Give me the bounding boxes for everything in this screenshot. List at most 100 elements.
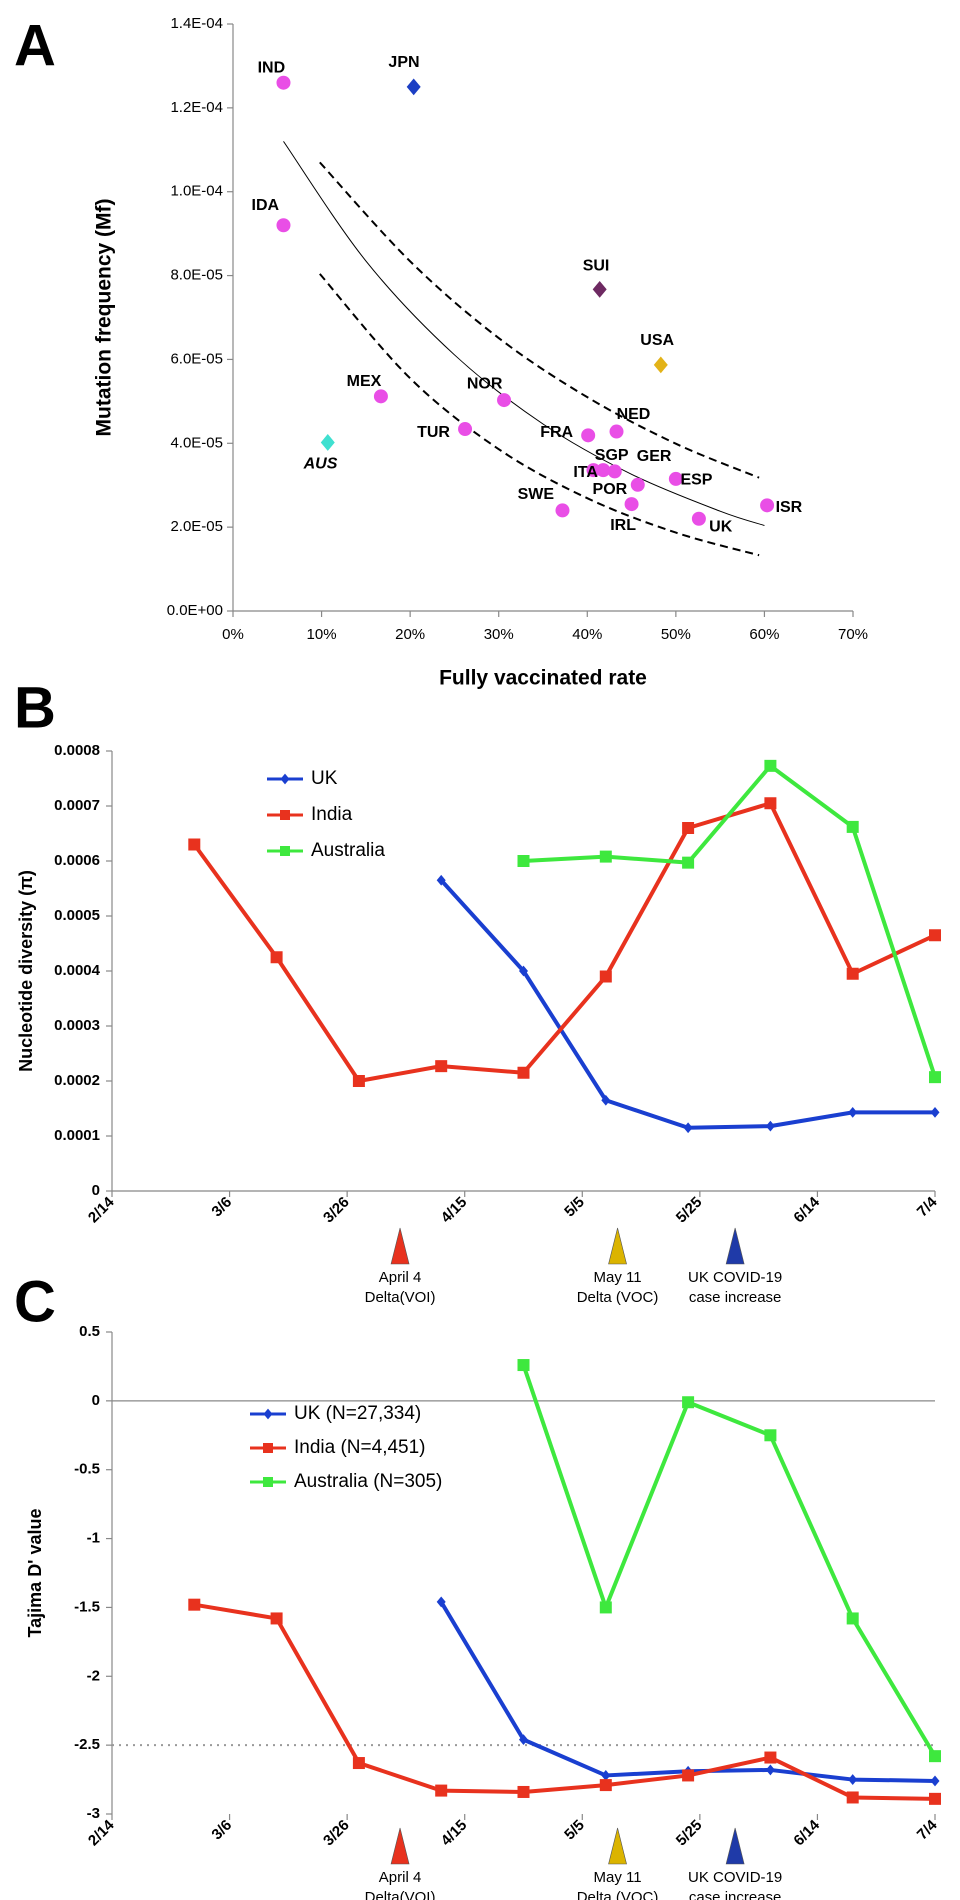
annotation-arrow [725, 1827, 745, 1865]
data-point [683, 1122, 693, 1134]
y-tick-label: 0.0E+00 [167, 602, 223, 619]
data-point [930, 1106, 940, 1118]
legend-marker [280, 773, 290, 785]
y-tick-label: 8.0E-05 [170, 267, 223, 284]
x-tick-label: 5/25 [673, 1817, 706, 1850]
data-point [624, 497, 639, 512]
data-point [517, 1785, 530, 1798]
x-tick-label: 60% [749, 626, 779, 643]
x-tick-label: 5/5 [561, 1194, 588, 1221]
data-point [436, 874, 446, 886]
y-tick-label: -2 [87, 1667, 100, 1684]
data-point [352, 1075, 365, 1087]
y-tick-label: 4.0E-05 [170, 434, 223, 451]
x-tick-label: 3/6 [208, 1817, 235, 1844]
legend-marker [280, 846, 290, 856]
point-label: ISR [776, 499, 803, 516]
data-point [691, 511, 706, 526]
y-tick-label: -3 [87, 1805, 100, 1822]
x-tick-label: 50% [661, 626, 691, 643]
y-tick-label: 1.4E-04 [170, 15, 223, 32]
x-tick-label: 10% [307, 626, 337, 643]
data-point [930, 1775, 940, 1787]
y-tick-label: -2.5 [74, 1736, 100, 1753]
data-point [653, 356, 668, 374]
x-tick-label: 20% [395, 626, 425, 643]
data-point [601, 1094, 611, 1106]
point-label: NOR [467, 376, 503, 393]
data-point [601, 1770, 611, 1781]
data-point [435, 1060, 448, 1073]
data-point [517, 1066, 530, 1079]
series-line [523, 763, 937, 1078]
y-tick-label: 0.0006 [54, 852, 100, 869]
data-point [607, 464, 622, 479]
legend-label: India [311, 804, 353, 825]
data-point [764, 1429, 777, 1442]
data-point [599, 1601, 612, 1614]
y-tick-label: 0.0004 [54, 962, 101, 979]
y-tick-label: -1 [87, 1530, 100, 1547]
y-tick-label: 0.0007 [54, 797, 100, 814]
x-tick-label: 3/26 [320, 1817, 353, 1850]
data-point [929, 1792, 941, 1805]
annotation-text: UK COVID-19 [688, 1269, 782, 1286]
x-tick-label: 70% [838, 626, 868, 643]
data-point [406, 78, 421, 96]
y-tick-label: 0.0002 [54, 1072, 100, 1089]
data-point [682, 856, 695, 869]
data-point [682, 1396, 695, 1409]
data-point [270, 951, 283, 964]
x-tick-label: 7/4 [914, 1193, 941, 1220]
annotation-arrow [390, 1227, 410, 1265]
x-tick-label: 40% [572, 626, 602, 643]
data-point [436, 1596, 446, 1608]
point-label: JPN [388, 54, 419, 71]
data-point [765, 1764, 775, 1776]
x-tick-label: 4/15 [438, 1817, 471, 1850]
point-label: IDA [252, 197, 280, 214]
annotation-text: Delta (VOC) [577, 1289, 659, 1306]
point-label: SWE [518, 486, 555, 503]
annotation-arrow [608, 1827, 627, 1865]
annotation-text: UK COVID-19 [688, 1869, 782, 1886]
data-point [929, 1750, 941, 1763]
y-axis-title: Nucleotide diversity (π) [16, 870, 36, 1072]
data-point [848, 1774, 858, 1785]
point-label: ITA [573, 464, 598, 481]
y-tick-label: -1.5 [74, 1598, 100, 1615]
annotation-text: Delta (VOC) [577, 1889, 659, 1900]
data-point [320, 434, 335, 451]
legend-label: India (N=4,451) [294, 1437, 426, 1458]
data-point [276, 218, 291, 233]
data-point [373, 389, 388, 404]
fit-curve [319, 273, 760, 557]
data-point [682, 822, 695, 834]
point-label: IND [258, 59, 286, 76]
legend-label: Australia [311, 840, 385, 861]
legend-label: UK (N=27,334) [294, 1403, 421, 1424]
series-line [521, 1364, 937, 1758]
data-point [188, 838, 201, 851]
data-point [517, 855, 530, 867]
x-axis-title: Fully vaccinated rate [439, 667, 647, 690]
point-label: UK [709, 518, 733, 535]
point-label: FRA [540, 424, 573, 441]
data-point [270, 1612, 283, 1625]
y-tick-label: 0.0001 [54, 1127, 100, 1144]
series-line [439, 878, 935, 1130]
data-point [519, 1734, 528, 1746]
data-point [848, 1106, 858, 1118]
x-tick-label: 6/14 [790, 1193, 823, 1226]
annotation-text: May 11 [594, 1869, 642, 1886]
y-tick-label: 0 [92, 1182, 100, 1199]
data-point [596, 463, 611, 478]
data-point [276, 75, 291, 90]
data-point [519, 965, 528, 977]
annotation-text: May 11 [594, 1269, 642, 1286]
data-point [682, 1769, 695, 1782]
annotation-arrow [608, 1227, 627, 1265]
x-tick-label: 5/25 [673, 1194, 706, 1227]
annotation-text: case increase [689, 1889, 782, 1900]
y-tick-label: 0.0003 [54, 1017, 100, 1034]
